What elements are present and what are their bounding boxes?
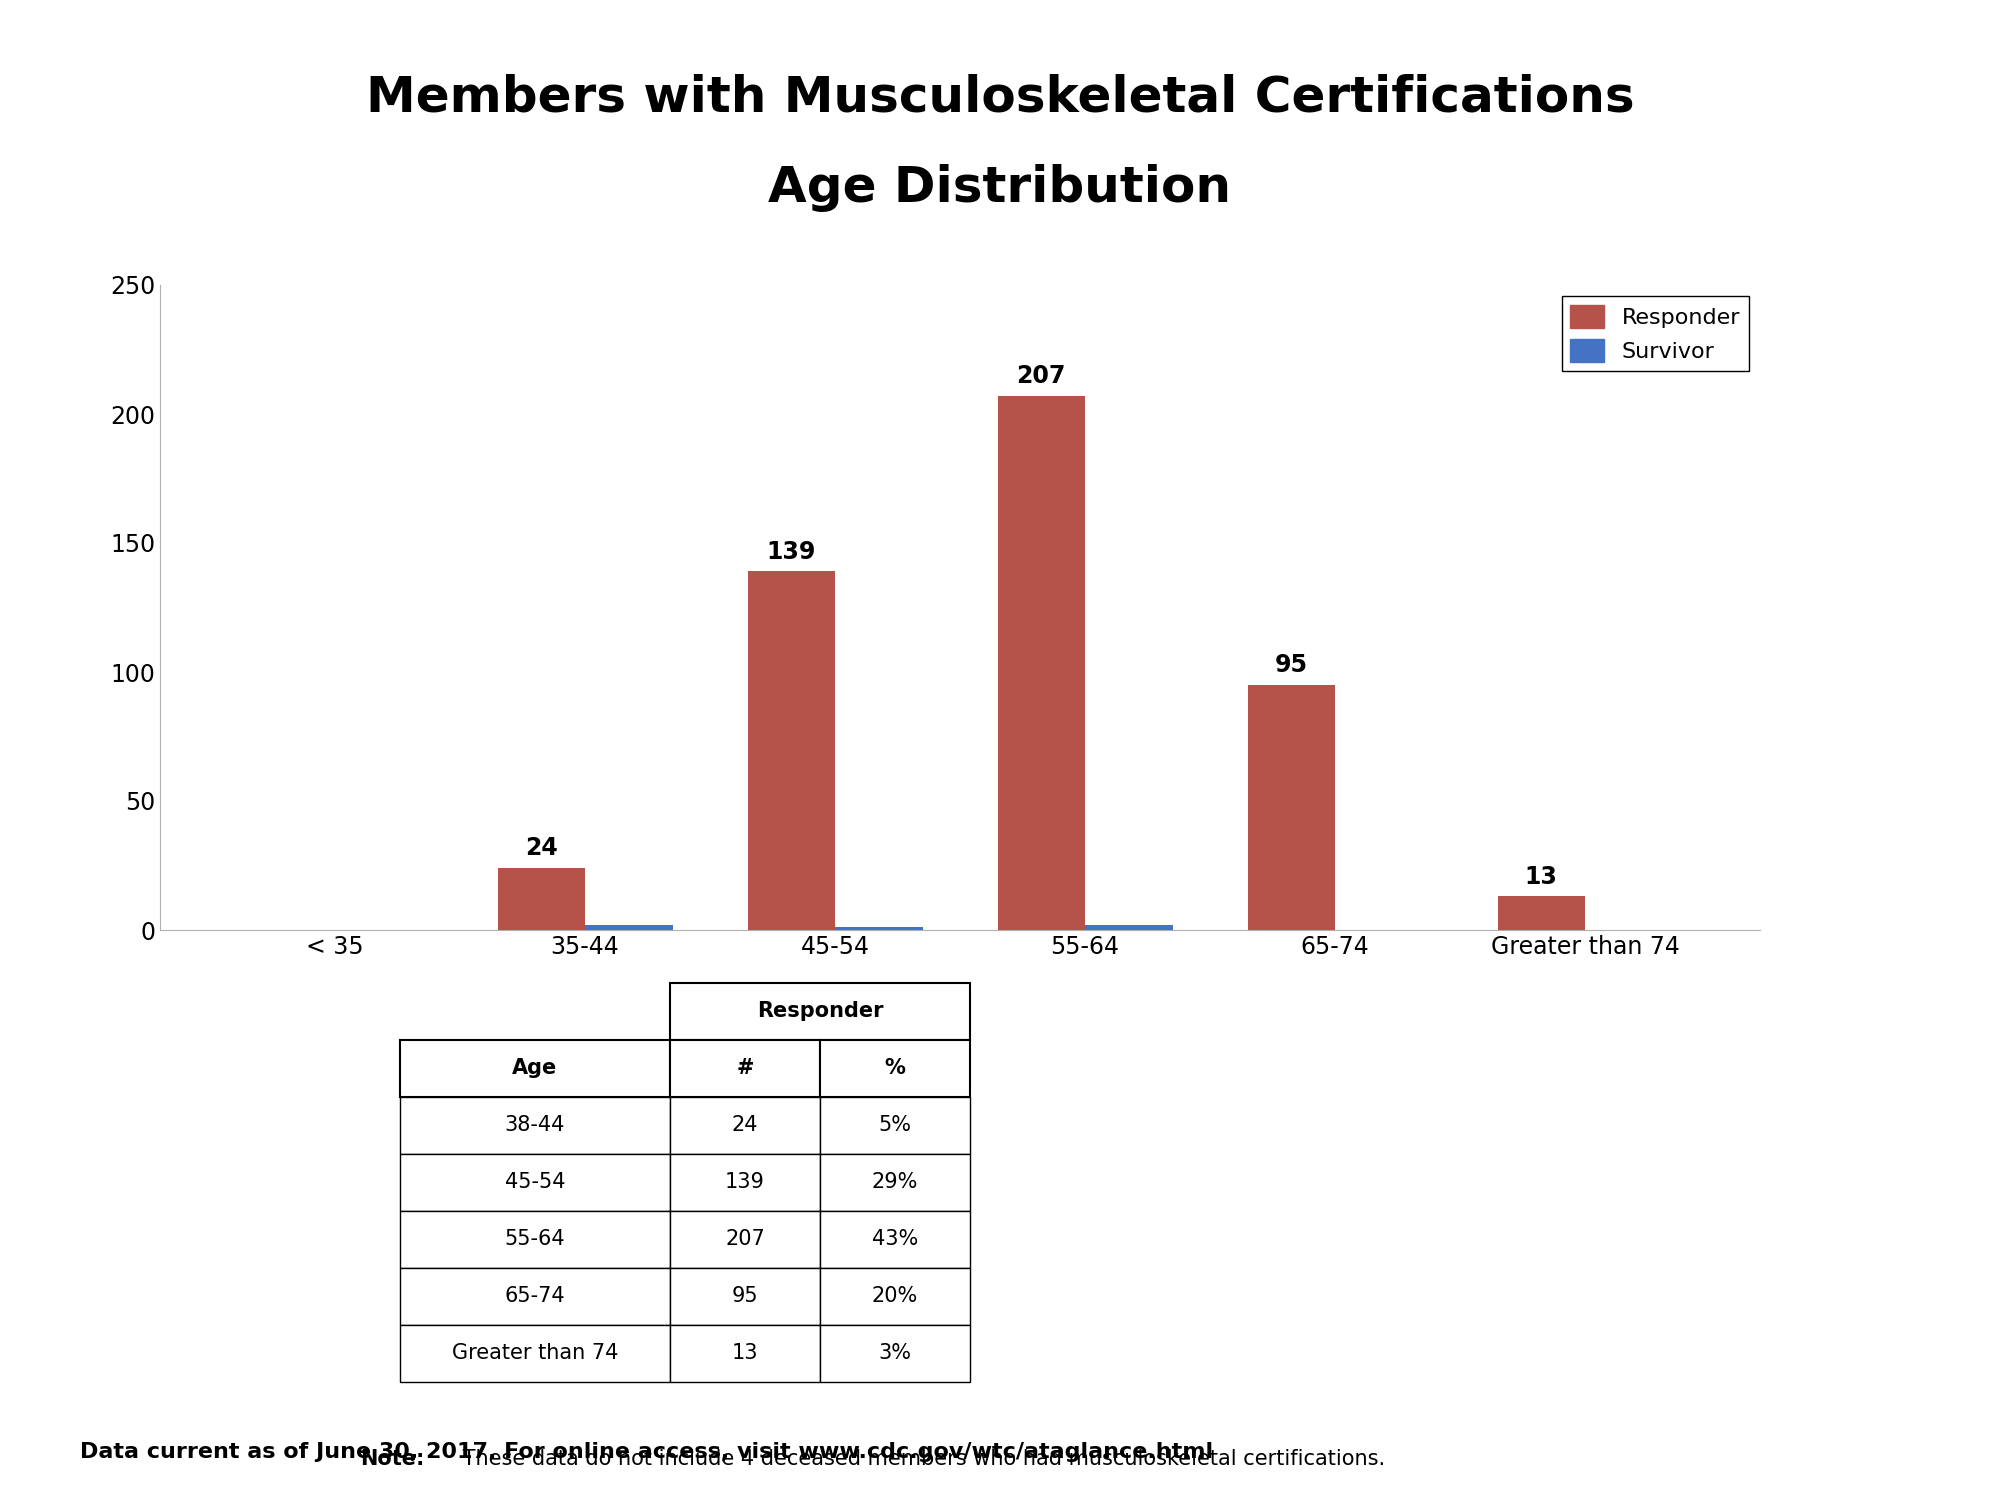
- Bar: [400, 1324, 670, 1382]
- Text: 20%: 20%: [872, 1286, 918, 1306]
- Text: 95: 95: [732, 1286, 758, 1306]
- Bar: [998, 396, 1086, 930]
- Text: 5%: 5%: [878, 1114, 912, 1136]
- Bar: [820, 1210, 970, 1268]
- Text: 13: 13: [732, 1342, 758, 1364]
- Bar: [584, 926, 672, 930]
- Text: 38-44: 38-44: [504, 1114, 566, 1136]
- Bar: [820, 1040, 970, 1096]
- Bar: [400, 1210, 670, 1268]
- Bar: [1498, 897, 1584, 930]
- Text: 3%: 3%: [878, 1342, 912, 1364]
- Text: 24: 24: [732, 1114, 758, 1136]
- Bar: [400, 1268, 670, 1324]
- Text: 24: 24: [524, 837, 558, 861]
- Text: %: %: [884, 1058, 906, 1078]
- Text: 13: 13: [1524, 864, 1558, 888]
- Text: 207: 207: [1016, 364, 1066, 388]
- Text: These data do not include 4 deceased members who had musculoskeletal certificati: These data do not include 4 deceased mem…: [456, 1449, 1386, 1468]
- Bar: [670, 1096, 820, 1154]
- Bar: [748, 572, 836, 930]
- Bar: [1084, 926, 1172, 930]
- Bar: [400, 1040, 670, 1096]
- Text: 139: 139: [766, 540, 816, 564]
- Bar: [670, 1154, 820, 1210]
- Bar: [670, 982, 970, 1040]
- Text: Responder: Responder: [756, 1000, 884, 1022]
- Text: 65-74: 65-74: [504, 1286, 566, 1306]
- Text: 139: 139: [726, 1172, 764, 1192]
- Text: 43%: 43%: [872, 1228, 918, 1250]
- Bar: [1248, 686, 1336, 930]
- Text: Greater than 74: Greater than 74: [452, 1342, 618, 1364]
- Bar: [400, 1096, 670, 1154]
- Bar: [820, 1268, 970, 1324]
- Text: #: #: [736, 1058, 754, 1078]
- Text: 45-54: 45-54: [504, 1172, 566, 1192]
- Bar: [820, 1324, 970, 1382]
- Bar: [400, 1154, 670, 1210]
- Text: 29%: 29%: [872, 1172, 918, 1192]
- Bar: [670, 1040, 820, 1096]
- Bar: [820, 1154, 970, 1210]
- Bar: [498, 868, 584, 930]
- Bar: [836, 927, 922, 930]
- Bar: [820, 1096, 970, 1154]
- Text: 55-64: 55-64: [504, 1228, 566, 1250]
- Legend: Responder, Survivor: Responder, Survivor: [1562, 296, 1748, 370]
- Text: 95: 95: [1274, 652, 1308, 676]
- Bar: [670, 1324, 820, 1382]
- Text: Data current as of June 30, 2017. For online access, visit www.cdc.gov/wtc/atagl: Data current as of June 30, 2017. For on…: [80, 1443, 1214, 1462]
- Bar: [670, 1268, 820, 1324]
- Text: Note:: Note:: [360, 1449, 424, 1468]
- Text: 207: 207: [726, 1228, 764, 1250]
- Text: Age: Age: [512, 1058, 558, 1078]
- Bar: [670, 1210, 820, 1268]
- Text: Age Distribution: Age Distribution: [768, 164, 1232, 211]
- Text: Members with Musculoskeletal Certifications: Members with Musculoskeletal Certificati…: [366, 74, 1634, 122]
